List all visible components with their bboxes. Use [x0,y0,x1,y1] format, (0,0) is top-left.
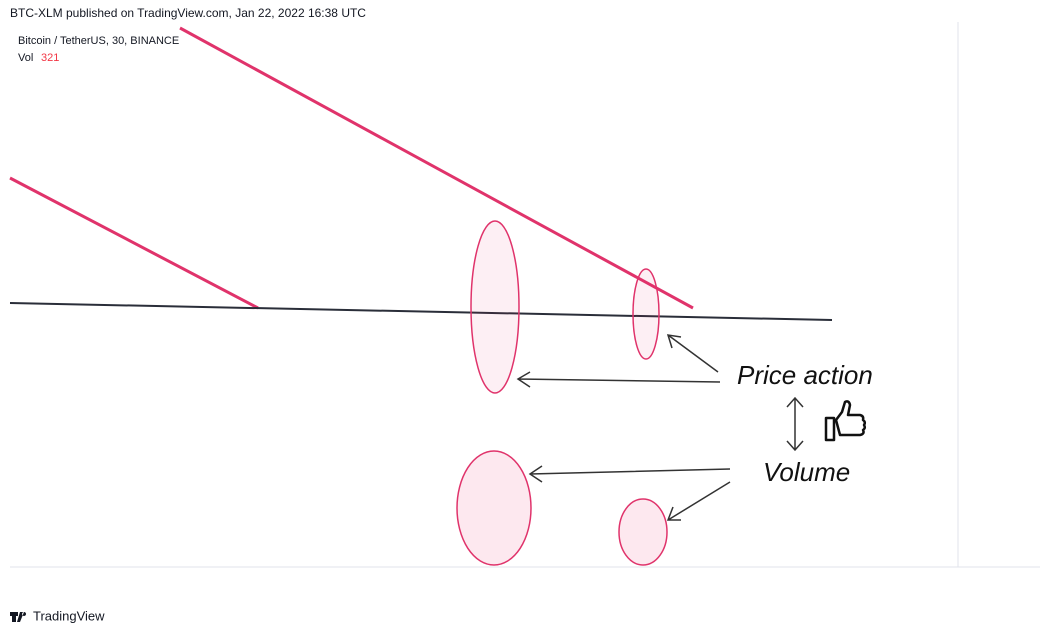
legend-volume-value: 321 [41,52,59,64]
legend-title: Bitcoin / TetherUS, 30, BINANCE [18,35,179,47]
highlight-ellipse [470,220,520,394]
legend-volume: Vol [18,52,33,64]
double-arrow [786,396,804,452]
annotation: Price action [737,360,873,390]
trendline [9,176,259,310]
highlight-ellipse [618,498,668,566]
arrow [516,371,721,388]
support-line [9,302,833,321]
highlight-ellipse [632,268,660,360]
arrows [516,334,804,521]
footer: TradingView [33,608,105,623]
header: BTC-XLM published on TradingView.com, Ja… [10,6,366,20]
drawings: Price action Volume [9,26,873,566]
thumbs-up-icon [824,400,867,442]
arrow [528,465,731,483]
arrow [666,334,719,373]
trendline [179,26,694,310]
highlight-ellipse [456,450,532,566]
arrow [666,481,731,521]
logo [10,612,27,622]
annotation: Volume [763,457,850,487]
